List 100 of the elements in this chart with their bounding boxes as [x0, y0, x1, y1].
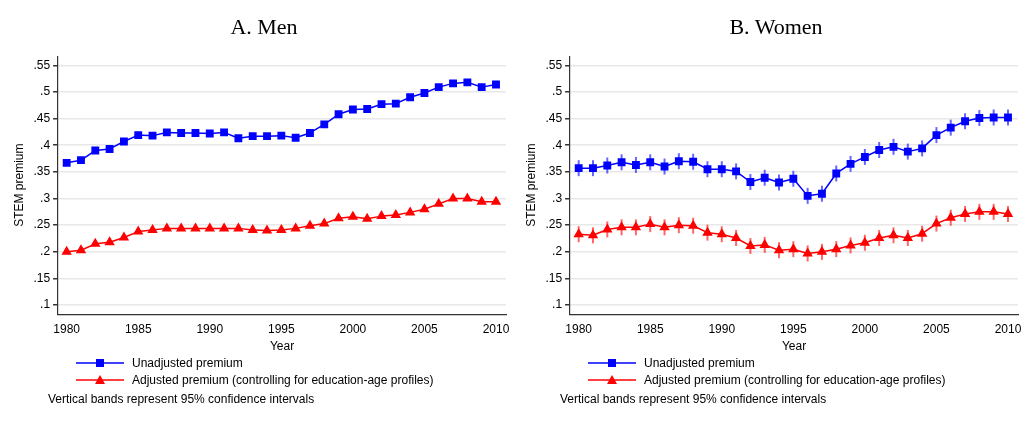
point	[77, 156, 85, 165]
x-tick-label: 2000	[851, 321, 879, 336]
point	[492, 80, 500, 89]
chart-title: A. Men	[229, 13, 299, 41]
point	[234, 134, 243, 143]
point	[860, 237, 870, 246]
point	[846, 159, 855, 168]
y-tick-label: .25	[545, 217, 563, 232]
point	[119, 232, 129, 241]
y-tick-label: .2	[40, 244, 51, 259]
point	[376, 210, 387, 220]
x-tick-label: 1990	[708, 321, 736, 336]
y-tick-label: .45	[545, 110, 563, 125]
point	[262, 225, 272, 234]
point	[631, 222, 641, 231]
x-tick-label: 1995	[779, 321, 807, 336]
point	[419, 203, 430, 213]
y-tick-label: .1	[552, 297, 563, 312]
point	[290, 223, 301, 232]
point	[205, 223, 215, 232]
y-tick-label: .5	[40, 84, 51, 99]
point	[220, 128, 229, 137]
point	[90, 238, 100, 247]
point	[177, 129, 186, 137]
y-tick-label: .55	[545, 57, 563, 72]
point	[888, 230, 899, 239]
point	[874, 232, 884, 241]
y-tick-label: .55	[33, 57, 51, 72]
point	[363, 105, 372, 113]
point	[248, 224, 258, 233]
point	[448, 193, 458, 202]
point	[91, 146, 100, 155]
point	[190, 223, 201, 232]
point	[775, 178, 783, 187]
point	[860, 153, 869, 161]
point	[477, 196, 487, 205]
x-tick-label: 2005	[411, 321, 439, 336]
point	[717, 165, 726, 174]
point	[617, 158, 626, 167]
point	[291, 133, 300, 142]
point	[689, 157, 698, 166]
y-tick-label: .35	[33, 164, 51, 179]
point	[134, 131, 143, 140]
x-tick-label: 1980	[53, 321, 81, 336]
point	[788, 243, 798, 253]
y-tick-label: .2	[552, 244, 563, 259]
point	[406, 93, 415, 102]
x-tick-label: 2005	[923, 321, 951, 336]
text: Vertical bands represent 95% confidence intervals	[47, 392, 316, 406]
point	[133, 226, 143, 235]
point	[277, 131, 286, 140]
point	[306, 129, 314, 137]
point	[219, 223, 229, 232]
point	[248, 132, 257, 141]
y-tick-label: .3	[552, 190, 563, 205]
point	[491, 196, 501, 205]
point	[147, 224, 158, 233]
point	[377, 100, 386, 109]
text: Vertical bands represent 95% confidence intervals	[559, 392, 828, 406]
point	[745, 240, 756, 249]
y-tick-label: .5	[552, 84, 563, 99]
x-tick-label: 1980	[565, 321, 593, 336]
point	[191, 129, 200, 137]
point	[931, 218, 942, 227]
point	[974, 206, 985, 215]
point	[831, 243, 841, 253]
y-axis-title: STEM premium	[11, 143, 26, 227]
point	[1003, 208, 1013, 217]
point	[333, 213, 344, 222]
point	[616, 222, 627, 231]
point	[989, 206, 999, 215]
point	[818, 189, 826, 198]
point	[319, 218, 329, 227]
point	[903, 147, 912, 156]
point	[703, 165, 712, 174]
point	[405, 207, 415, 216]
point	[320, 120, 329, 129]
point	[932, 131, 941, 140]
y-tick-label: .15	[33, 270, 51, 285]
x-tick-label: 2000	[339, 321, 367, 336]
x-axis-title: Year	[781, 339, 807, 354]
point	[688, 220, 698, 229]
point	[233, 223, 244, 232]
point	[803, 191, 812, 200]
point	[903, 232, 913, 241]
y-tick-label: .4	[552, 137, 563, 152]
point	[674, 157, 683, 166]
point	[434, 83, 443, 92]
point	[463, 78, 472, 87]
point	[774, 244, 784, 254]
point	[574, 164, 583, 173]
point	[420, 89, 429, 97]
point	[76, 244, 86, 254]
point	[802, 248, 813, 257]
point	[105, 145, 114, 153]
y-tick-label: .1	[40, 297, 51, 312]
x-tick-label: 1985	[636, 321, 664, 336]
point	[760, 173, 769, 182]
point	[875, 146, 884, 154]
point	[574, 228, 584, 238]
